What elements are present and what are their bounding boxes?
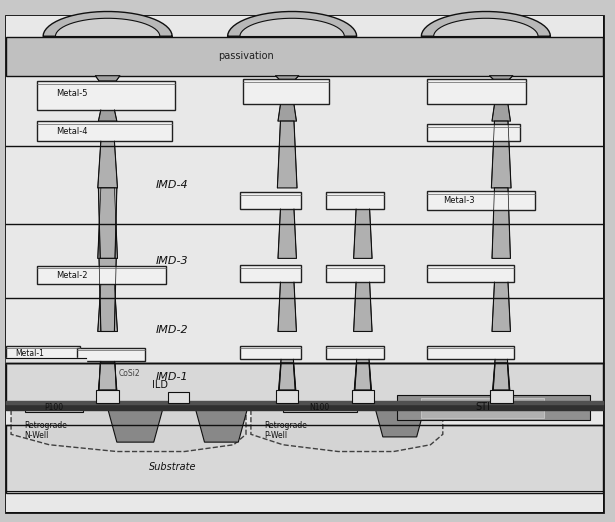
Bar [427,124,520,141]
Polygon shape [100,390,116,402]
Bar [427,265,514,282]
Text: P100: P100 [44,403,63,412]
Polygon shape [108,408,163,442]
Polygon shape [196,408,247,442]
Polygon shape [493,363,509,390]
Bar [6,425,603,493]
Text: passivation: passivation [218,51,274,61]
Text: Metal-4: Metal-4 [57,126,88,136]
Bar [6,37,603,76]
Polygon shape [355,363,371,390]
Polygon shape [276,76,299,79]
Bar [6,346,80,361]
Bar [37,81,175,110]
Polygon shape [98,141,117,188]
Text: CoSi2: CoSi2 [118,369,140,378]
Polygon shape [493,359,510,390]
Bar [326,265,384,282]
Bar [427,79,526,104]
Polygon shape [490,76,513,79]
Text: Retrograde
P-Well: Retrograde P-Well [264,421,308,441]
Polygon shape [43,11,172,37]
Polygon shape [279,359,296,390]
Polygon shape [354,282,372,331]
Text: Retrograde
N-Well: Retrograde N-Well [25,421,68,441]
Polygon shape [279,363,295,390]
Polygon shape [278,104,296,121]
Text: ILD: ILD [152,380,168,390]
Bar [25,403,83,412]
Bar [6,363,603,408]
Polygon shape [421,11,550,37]
Bar [240,346,301,359]
Bar [240,192,301,209]
Polygon shape [278,209,296,258]
Polygon shape [98,284,117,331]
Text: IMD-1: IMD-1 [156,372,189,382]
Bar [283,403,357,412]
Polygon shape [11,410,246,452]
Polygon shape [99,363,116,390]
Bar [167,392,189,403]
Polygon shape [434,18,538,37]
Polygon shape [228,11,357,37]
Polygon shape [354,359,371,390]
Bar [240,265,301,282]
Polygon shape [277,121,297,188]
Polygon shape [491,121,511,188]
Bar [427,191,535,210]
Text: Substrate: Substrate [148,462,196,472]
Bar [77,348,145,361]
Text: Metal-3: Metal-3 [443,196,474,205]
Text: Metal-1: Metal-1 [15,349,44,358]
Polygon shape [98,188,117,258]
Polygon shape [375,408,424,437]
Bar [37,121,172,141]
Polygon shape [492,188,510,258]
Bar [427,346,514,359]
Bar [326,346,384,359]
Text: Metal-5: Metal-5 [57,89,88,98]
Polygon shape [240,18,344,37]
Bar [352,390,374,403]
Text: N100: N100 [310,403,330,412]
Polygon shape [251,410,443,452]
Polygon shape [492,104,510,121]
Polygon shape [98,110,117,121]
Bar [421,398,544,418]
Polygon shape [95,76,120,81]
Polygon shape [99,258,116,331]
Text: STI: STI [475,402,490,412]
Bar [490,390,513,403]
Polygon shape [55,18,160,37]
Bar [243,79,329,104]
Bar [277,390,298,403]
Polygon shape [278,282,296,331]
Bar [326,192,384,209]
Bar [397,395,590,420]
Polygon shape [98,188,117,258]
Bar [37,266,166,284]
Polygon shape [98,361,117,390]
Text: IMD-3: IMD-3 [156,256,189,266]
Polygon shape [492,282,510,331]
Bar [96,390,119,403]
Text: Metal-2: Metal-2 [57,270,88,280]
Text: IMD-4: IMD-4 [156,180,189,191]
Text: IMD-2: IMD-2 [156,325,189,335]
Polygon shape [354,209,372,258]
